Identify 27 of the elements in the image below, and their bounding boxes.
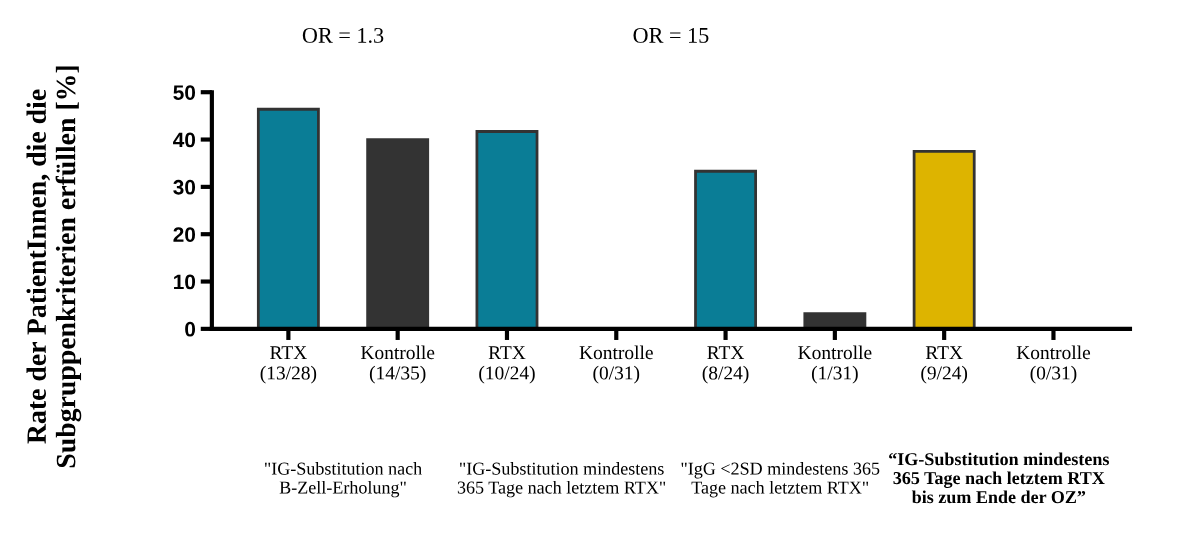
- x-tick-label: Kontrolle (14/35): [360, 345, 435, 384]
- x-tick-label: Kontrolle (0/31): [579, 345, 653, 384]
- x-tick-label: RTX (9/24): [921, 346, 968, 384]
- text: "IG-Substitution nach B-Zell-Erholung": [264, 462, 422, 498]
- y-axis-title: Rate der PatientInnen, die die Subgruppenkriterien erfüllen [%]: [26, 66, 82, 468]
- bar: [366, 138, 430, 329]
- x-tick-label: RTX (10/24): [479, 346, 535, 384]
- bar: [803, 312, 867, 329]
- bar: [475, 130, 539, 329]
- x-tick-label: RTX (8/24): [702, 346, 749, 384]
- y-tick-label: 30: [173, 179, 196, 195]
- bar: [256, 107, 320, 329]
- y-tick-label: 20: [173, 227, 196, 242]
- text: “IG-Substitution mindestens 365 Tage nach letztem RTX bis zum Ende der OZ”: [889, 452, 1109, 504]
- y-tick-label: 10: [174, 274, 196, 290]
- x-tick-label: Kontrolle (0/31): [1016, 345, 1091, 384]
- y-tick-label: 40: [173, 132, 196, 148]
- text: "IG-Substitution mindestens 365 Tage nach letztem RTX": [457, 462, 666, 498]
- text: OR = 15: [633, 27, 709, 43]
- x-tick-label: Kontrolle (1/31): [798, 345, 872, 384]
- text: OR = 1.3: [302, 27, 384, 43]
- y-tick-label: 0: [185, 321, 196, 337]
- bar: [912, 149, 976, 329]
- text: "IgG <2SD mindestens 365 Tage nach letztem RTX": [681, 462, 880, 498]
- bar: [694, 169, 758, 329]
- y-tick-label: 50: [173, 85, 196, 100]
- x-tick-label: RTX (13/28): [260, 346, 317, 384]
